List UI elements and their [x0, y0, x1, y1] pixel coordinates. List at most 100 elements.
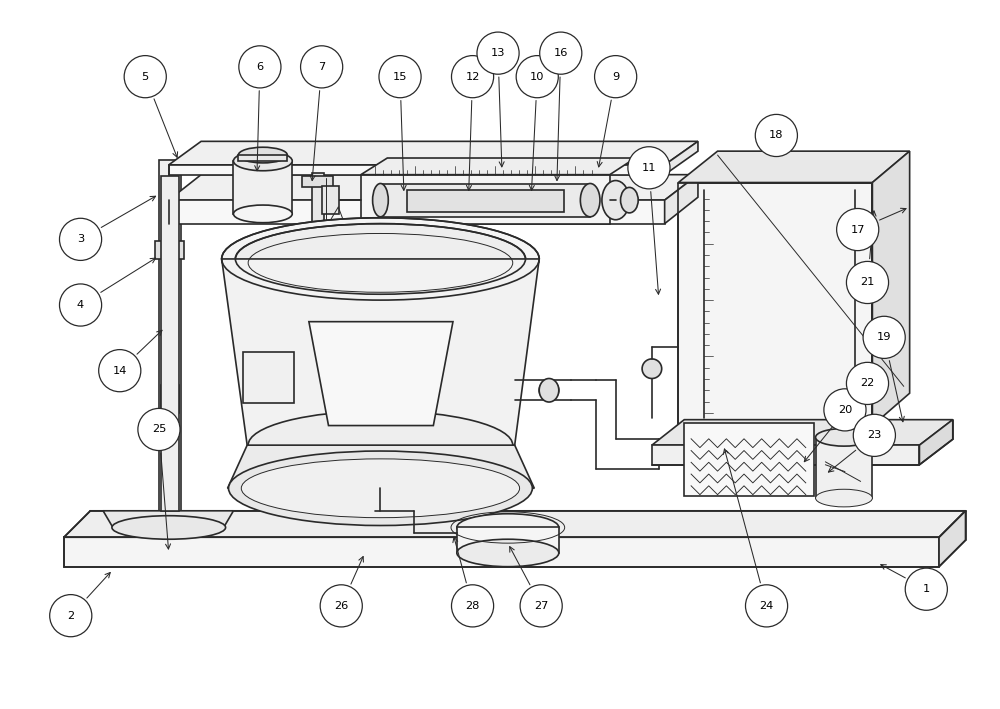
Text: 22: 22	[860, 379, 875, 389]
Bar	[159, 160, 181, 510]
Polygon shape	[457, 527, 559, 553]
Circle shape	[755, 114, 797, 157]
Bar	[678, 182, 872, 425]
Text: 17: 17	[850, 225, 865, 235]
Ellipse shape	[457, 540, 559, 566]
Text: 19: 19	[877, 333, 891, 342]
Circle shape	[477, 32, 519, 74]
Polygon shape	[665, 174, 698, 223]
Ellipse shape	[457, 514, 559, 541]
Circle shape	[516, 55, 558, 98]
Text: 28: 28	[465, 601, 480, 611]
Circle shape	[745, 585, 788, 627]
Circle shape	[59, 284, 102, 326]
Circle shape	[863, 316, 905, 359]
Ellipse shape	[539, 379, 559, 402]
Polygon shape	[678, 151, 910, 182]
Bar	[161, 386, 179, 413]
Bar	[684, 423, 814, 496]
Text: 3: 3	[77, 235, 84, 245]
Circle shape	[99, 350, 141, 392]
Text: 24: 24	[759, 601, 774, 611]
Ellipse shape	[602, 181, 629, 220]
Text: 13: 13	[491, 48, 505, 58]
Circle shape	[628, 147, 670, 189]
Polygon shape	[64, 510, 966, 537]
Text: 4: 4	[77, 300, 84, 310]
Circle shape	[124, 55, 166, 98]
Ellipse shape	[621, 187, 638, 213]
Circle shape	[837, 208, 879, 250]
Circle shape	[301, 46, 343, 88]
Ellipse shape	[233, 151, 292, 171]
Polygon shape	[407, 190, 564, 212]
Polygon shape	[665, 141, 698, 174]
Circle shape	[239, 46, 281, 88]
Text: 23: 23	[867, 430, 882, 440]
Ellipse shape	[373, 184, 388, 217]
Text: 20: 20	[838, 405, 852, 415]
Ellipse shape	[248, 411, 513, 479]
Circle shape	[320, 585, 362, 627]
Ellipse shape	[580, 184, 600, 217]
Circle shape	[520, 585, 562, 627]
Circle shape	[451, 585, 494, 627]
Circle shape	[824, 389, 866, 431]
Circle shape	[846, 262, 889, 303]
Bar	[322, 186, 339, 214]
Bar	[155, 241, 184, 259]
Polygon shape	[361, 158, 635, 174]
Circle shape	[50, 595, 92, 637]
Circle shape	[138, 408, 180, 450]
Polygon shape	[103, 510, 233, 527]
Ellipse shape	[222, 218, 539, 300]
Text: 11: 11	[642, 163, 656, 173]
Circle shape	[905, 568, 947, 610]
Text: 25: 25	[152, 425, 166, 435]
Polygon shape	[64, 537, 939, 566]
Bar	[302, 176, 333, 187]
Text: 21: 21	[860, 277, 875, 287]
Text: 10: 10	[530, 72, 544, 82]
Polygon shape	[872, 151, 910, 425]
Ellipse shape	[233, 205, 292, 223]
Ellipse shape	[816, 428, 872, 446]
Polygon shape	[169, 141, 698, 165]
Text: 5: 5	[142, 72, 149, 82]
Polygon shape	[222, 259, 539, 445]
Bar	[816, 437, 872, 498]
Polygon shape	[309, 322, 453, 425]
Polygon shape	[939, 510, 966, 566]
Circle shape	[451, 55, 494, 98]
Bar	[243, 352, 294, 403]
Text: 9: 9	[612, 72, 619, 82]
Polygon shape	[361, 174, 610, 223]
Ellipse shape	[539, 381, 559, 400]
Text: 1: 1	[923, 584, 930, 594]
Ellipse shape	[238, 147, 287, 163]
Text: 18: 18	[769, 130, 784, 140]
Ellipse shape	[816, 489, 872, 507]
Bar	[161, 176, 179, 510]
Ellipse shape	[235, 223, 525, 294]
Text: 27: 27	[534, 601, 548, 611]
Text: 6: 6	[256, 62, 263, 72]
Circle shape	[846, 362, 889, 404]
Circle shape	[379, 55, 421, 98]
Polygon shape	[169, 200, 665, 223]
Text: 14: 14	[113, 366, 127, 376]
Bar	[312, 173, 324, 223]
Polygon shape	[169, 165, 665, 174]
Text: 16: 16	[554, 48, 568, 58]
Text: 26: 26	[334, 601, 348, 611]
Polygon shape	[233, 161, 292, 214]
Ellipse shape	[112, 515, 226, 540]
Ellipse shape	[241, 459, 520, 518]
Circle shape	[540, 32, 582, 74]
Polygon shape	[228, 445, 534, 489]
Text: 7: 7	[318, 62, 325, 72]
Text: 15: 15	[393, 72, 407, 82]
Polygon shape	[919, 420, 953, 465]
Text: 2: 2	[67, 610, 74, 620]
Bar	[238, 155, 287, 161]
